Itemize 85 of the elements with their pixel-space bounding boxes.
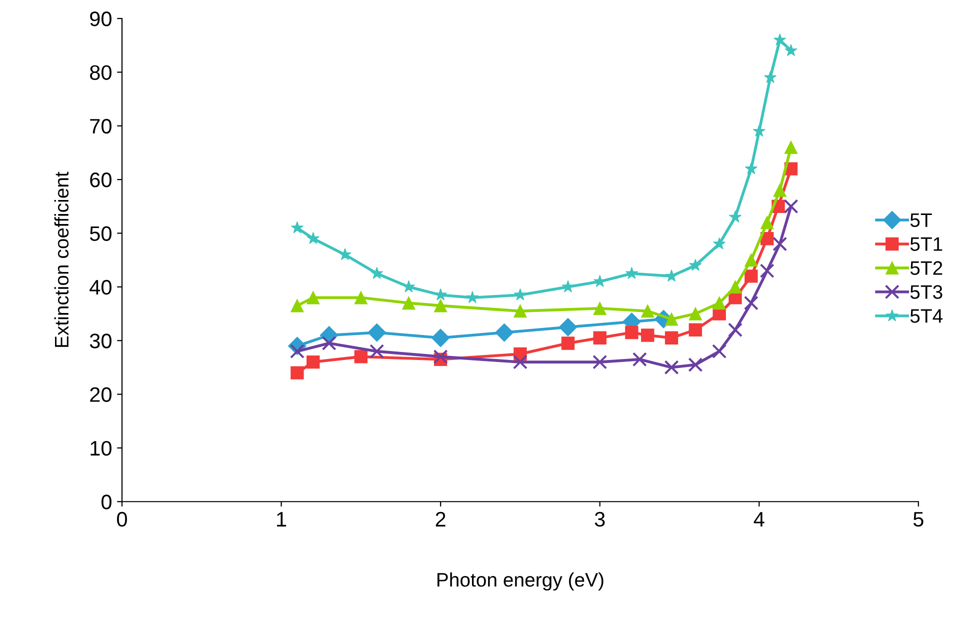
point — [688, 307, 702, 320]
point — [744, 296, 758, 310]
point — [562, 280, 574, 292]
point — [728, 322, 743, 338]
point — [665, 270, 678, 282]
point — [592, 354, 608, 370]
point — [712, 344, 727, 359]
point — [772, 236, 788, 252]
point — [760, 264, 774, 278]
point — [744, 270, 758, 283]
point — [593, 331, 606, 344]
y-tick-label: 60 — [90, 172, 112, 188]
point — [306, 291, 320, 304]
point — [466, 291, 479, 304]
point — [625, 266, 638, 279]
x-axis-title: Photon energy (eV) — [438, 572, 604, 591]
point — [370, 344, 384, 359]
point — [689, 258, 702, 271]
point — [688, 357, 703, 372]
point — [354, 350, 368, 364]
point — [641, 304, 654, 318]
point — [664, 360, 679, 375]
point — [338, 248, 352, 260]
point — [664, 312, 678, 326]
point — [712, 296, 726, 310]
point — [744, 162, 758, 174]
y-tick-label: 90 — [90, 12, 112, 26]
point — [306, 232, 320, 244]
point — [641, 328, 654, 342]
x-tick-label: 1 — [277, 512, 286, 526]
point — [322, 336, 336, 351]
legend-label: 5T2 — [910, 261, 942, 275]
point — [514, 304, 527, 318]
point — [290, 366, 304, 380]
point — [354, 291, 368, 304]
legend-label: 5T4 — [910, 309, 943, 323]
point — [625, 326, 638, 340]
y-tick-label: 80 — [90, 65, 112, 80]
x-tick-label: 4 — [754, 512, 764, 526]
point — [512, 354, 528, 370]
point — [664, 331, 678, 344]
point — [370, 266, 384, 279]
y-tick-label: 20 — [90, 387, 112, 402]
point — [784, 140, 798, 154]
point — [744, 253, 758, 267]
point — [773, 184, 786, 197]
x-tick-label: 2 — [436, 512, 446, 526]
point — [784, 199, 798, 214]
point — [728, 210, 742, 223]
point — [561, 336, 575, 350]
point — [290, 299, 304, 312]
y-tick-label: 0 — [102, 494, 112, 510]
x-tick-label: 0 — [117, 512, 127, 527]
point — [784, 44, 798, 56]
point — [402, 296, 416, 310]
legend-label: 5T — [910, 213, 932, 228]
point — [495, 323, 514, 342]
point — [728, 280, 742, 294]
point — [752, 124, 766, 137]
y-axis-title: Extinction coefficient — [54, 172, 69, 347]
point — [431, 328, 450, 348]
point — [593, 302, 606, 315]
point — [368, 323, 386, 342]
y-tick-label: 40 — [90, 280, 112, 295]
point — [402, 280, 416, 292]
point — [688, 323, 702, 336]
point — [558, 318, 578, 336]
point — [713, 237, 726, 250]
y-tick-label: 70 — [90, 118, 112, 134]
legend-label: 5T1 — [910, 237, 942, 251]
point — [514, 288, 526, 300]
y-tick-label: 10 — [90, 440, 112, 456]
x-tick-label: 5 — [913, 512, 924, 527]
y-tick-label: 30 — [90, 334, 112, 348]
point — [774, 33, 786, 46]
point — [306, 355, 320, 369]
point — [760, 216, 774, 230]
point — [433, 349, 448, 364]
y-tick-label: 50 — [90, 226, 112, 241]
legend-label: 5T3 — [910, 285, 942, 299]
point — [434, 299, 448, 312]
point — [632, 352, 647, 367]
x-tick-label: 3 — [594, 512, 605, 527]
point — [290, 221, 304, 234]
point — [764, 70, 777, 83]
